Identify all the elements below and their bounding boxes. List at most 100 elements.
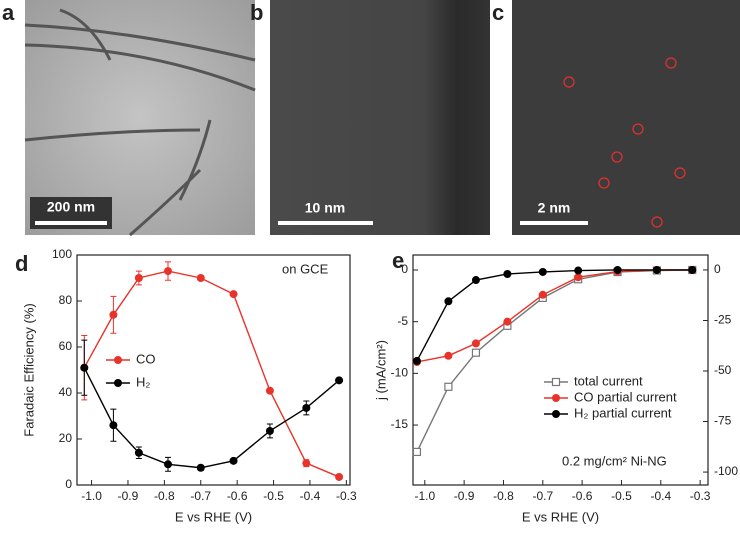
marker [134, 274, 143, 282]
x-tick-label: -0.3 [690, 489, 711, 503]
marker [265, 426, 274, 435]
y2-tick-label: 0 [714, 262, 721, 276]
marker [471, 348, 481, 357]
x-tick-label: -0.7 [532, 489, 553, 503]
panel-label: e [392, 248, 404, 273]
panel-label: b [250, 0, 263, 25]
marker [444, 297, 453, 306]
legend-label: H₂ partial current [574, 405, 672, 420]
legend-marker [552, 410, 560, 418]
y2-tick-label: -25 [714, 313, 732, 327]
marker [652, 265, 661, 274]
x-axis-label: E vs RHE (V) [175, 509, 252, 524]
marker [444, 351, 453, 360]
series-line [416, 269, 693, 453]
x-tick-label: -0.9 [454, 489, 475, 503]
tem-image [25, 0, 255, 235]
marker [471, 276, 480, 285]
x-tick-label: -0.6 [572, 489, 593, 503]
marker [134, 448, 143, 457]
x-tick-label: -0.6 [227, 489, 248, 503]
x-tick-label: -0.4 [650, 489, 671, 503]
annotation: on GCE [282, 261, 329, 276]
marker [574, 273, 583, 282]
scale-bar-label: 200 nm [47, 199, 95, 215]
y-tick-label: 80 [59, 293, 73, 307]
scale-bar [520, 221, 588, 225]
x-tick-label: -0.5 [611, 489, 632, 503]
x-tick-label: -0.8 [493, 489, 514, 503]
graphene-edge [24, 8, 256, 237]
series-line [416, 269, 693, 363]
y-tick-label: -5 [397, 314, 408, 328]
marker [302, 403, 311, 412]
legend-label: total current [574, 373, 643, 388]
x-tick-label: -0.9 [118, 489, 139, 503]
y-tick-label: -15 [391, 417, 409, 431]
y-tick-label: 60 [59, 339, 73, 353]
marker [109, 310, 118, 319]
y-tick-label: 20 [59, 431, 73, 445]
series-line [416, 269, 693, 362]
panel-label: c [492, 0, 504, 25]
scale-bar [35, 221, 107, 225]
marker [412, 447, 422, 457]
panel-label: a [2, 0, 15, 25]
annotation: 0.2 mg/cm² Ni-NG [562, 453, 667, 468]
marker [164, 267, 172, 276]
legend-label: CO partial current [574, 389, 677, 404]
stem-image [270, 0, 490, 235]
marker [229, 456, 238, 465]
x-axis-label: E vs RHE (V) [522, 509, 599, 524]
marker [335, 472, 344, 481]
marker [80, 363, 89, 372]
single-atom-markers [563, 57, 686, 228]
marker [574, 266, 583, 275]
y-axis-label: Faradaic Efficiency (%) [21, 303, 36, 436]
legend-marker [552, 394, 560, 402]
x-tick-label: -0.8 [154, 489, 175, 503]
legend-marker [114, 356, 122, 364]
marker [538, 267, 547, 276]
marker [412, 356, 421, 365]
marker [196, 274, 205, 282]
y-tick-label: 0 [65, 477, 72, 491]
marker [444, 382, 453, 391]
marker [688, 265, 697, 274]
legend-marker [114, 379, 122, 387]
marker [503, 269, 512, 278]
marker [229, 290, 238, 299]
plot-frame [412, 254, 709, 486]
y-tick-label: 40 [59, 385, 73, 399]
x-tick-label: -0.4 [300, 489, 321, 503]
marker [109, 421, 118, 430]
x-tick-label: -0.5 [263, 489, 284, 503]
marker [503, 317, 512, 326]
marker [471, 339, 480, 348]
y2-tick-label: -75 [714, 414, 732, 428]
scale-bar [278, 221, 373, 225]
legend-label: CO [136, 351, 156, 366]
marker [335, 376, 344, 385]
scale-bar-label: 2 nm [538, 200, 571, 216]
marker [196, 463, 205, 472]
y2-tick-label: -100 [714, 464, 738, 478]
marker [265, 386, 274, 395]
plot-frame [76, 254, 351, 486]
x-tick-label: -1.0 [414, 489, 435, 503]
scale-bar-label: 10 nm [305, 200, 345, 216]
series-line [83, 270, 340, 478]
x-tick-label: -0.7 [190, 489, 211, 503]
stem-image [512, 0, 740, 235]
legend-marker [551, 377, 561, 387]
marker [538, 290, 547, 299]
x-tick-label: -1.0 [81, 489, 102, 503]
y-tick-label: 100 [52, 247, 72, 261]
y-tick-label: -10 [391, 366, 409, 380]
marker [164, 460, 172, 469]
panel-label: d [15, 251, 28, 276]
marker [613, 265, 622, 274]
legend-label: H₂ [136, 374, 150, 389]
marker [302, 459, 311, 468]
